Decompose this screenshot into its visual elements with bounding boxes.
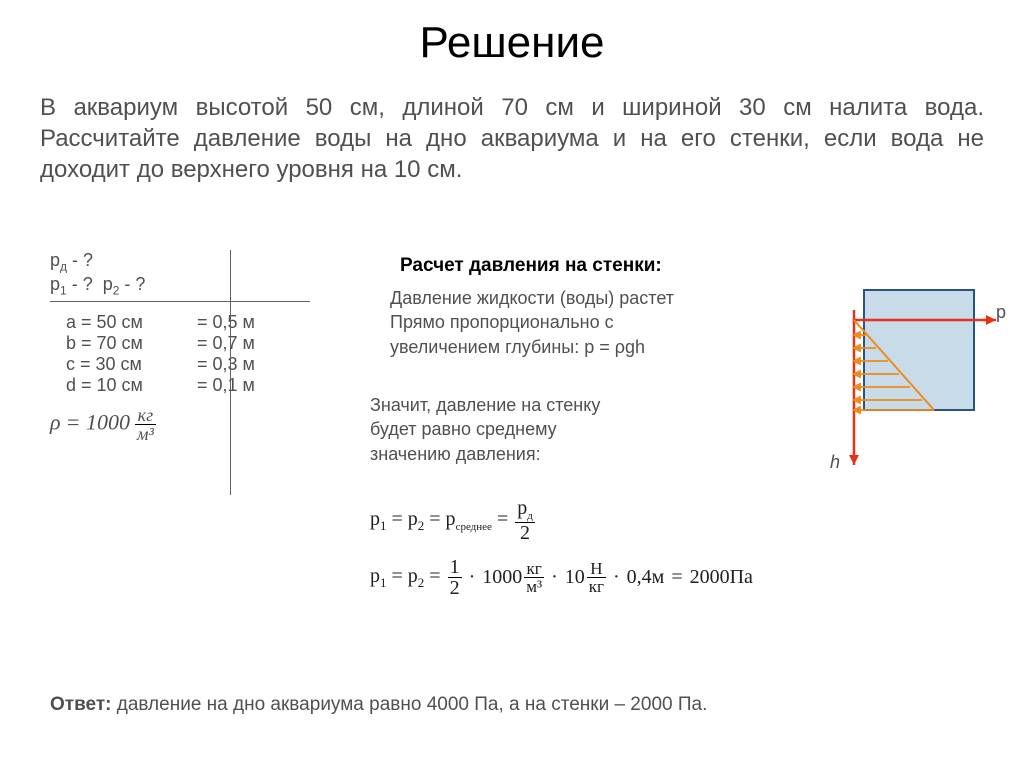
given-block: pд - ? p1 - ? p2 - ? a = 50 см = 0,5 м b… [50,250,310,443]
pressure-diagram: p h [804,270,1004,470]
formula-2: p1 = p2 = 1 2 · 1000 кг м³ · 10 Н кг · 0… [370,557,753,598]
given-divider [50,301,310,302]
rho-unit-num: кг [135,406,156,425]
unit-num: Н [587,560,606,578]
find-p-bottom: pд - ? [50,250,160,274]
given-row: a = 50 см = 0,5 м [50,312,310,333]
arrowhead-p [986,315,996,325]
given-d: d = 10 см [50,375,176,396]
given-c: с = 30 см [50,354,176,375]
given-rho: ρ = 1000 кг м³ [50,406,310,443]
slide: Решение В аквариум высотой 50 см, длиной… [0,0,1024,768]
find-p12: p1 - ? p2 - ? [50,274,220,298]
formula-h: 0,4м [627,566,665,589]
frac-den: 2 [515,523,535,543]
rho-value: 1000 [86,409,130,434]
given-a: a = 50 см [50,312,176,333]
unit-num: кг [524,560,544,578]
formula-g: 10 [565,566,585,589]
given-a-si: = 0,5 м [181,312,267,333]
arrowhead-h [849,455,859,465]
formula-rho: 1000 [482,566,522,589]
formula-block: p1 = p2 = pсреднее = pд 2 p1 = p2 = 1 2 … [370,492,753,604]
answer-label: Ответ: [50,694,111,715]
calc-text-1: Давление жидкости (воды) растет Прямо пр… [390,286,760,359]
diagram-svg [804,270,1004,480]
given-separator [230,250,231,495]
given-b-si: = 0,7 м [181,333,267,354]
frac-num: 1 [448,557,462,578]
calc-header: Расчет давления на стенки: [400,255,662,277]
given-row: с = 30 см = 0,3 м [50,354,310,375]
calc-line: Прямо пропорционально с [390,312,614,332]
given-c-si: = 0,3 м [181,354,267,375]
formula-1: p1 = p2 = pсреднее = pд 2 [370,498,753,543]
given-b: b = 70 см [50,333,176,354]
frac-den: 2 [448,578,462,598]
calc-line: Давление жидкости (воды) растет [390,288,674,308]
rho-unit-den: м³ [135,425,156,443]
calc-line: значению давления: [370,444,541,464]
calc-line: увеличением глубины: p = ρgh [390,337,645,357]
unit-den: м³ [524,578,544,595]
label-p: p [996,302,1006,323]
calc-text-2: Значит, давление на стенку будет равно с… [370,393,720,466]
calc-line: будет равно среднему [370,419,557,439]
unit-den: кг [587,578,606,595]
answer-text: давление на дно аквариума равно 4000 Па,… [111,694,707,715]
formula-result: 2000Па [690,566,753,589]
given-d-si: = 0,1 м [181,375,267,396]
answer-line: Ответ: давление на дно аквариума равно 4… [50,694,707,716]
given-row: b = 70 см = 0,7 м [50,333,310,354]
label-h: h [830,452,840,473]
problem-text: В аквариум высотой 50 см, длиной 70 см и… [40,92,984,186]
calc-line: Значит, давление на стенку [370,395,600,415]
given-row: d = 10 см = 0,1 м [50,375,310,396]
page-title: Решение [40,18,984,68]
